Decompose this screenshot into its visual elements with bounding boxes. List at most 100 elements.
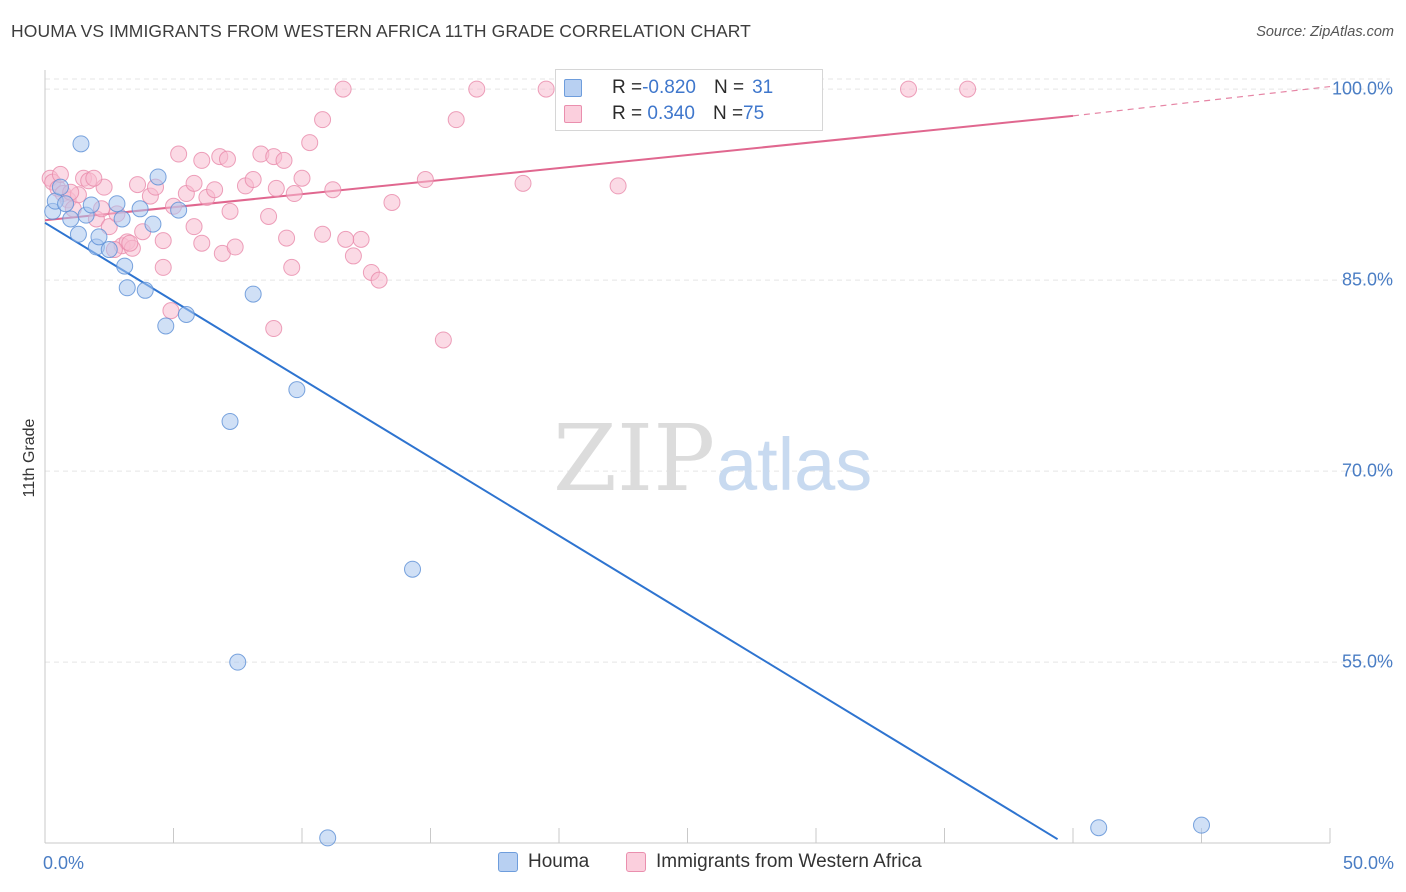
western-africa-point <box>275 151 293 169</box>
houma-point <box>57 195 75 213</box>
western-africa-point <box>314 225 332 243</box>
houma-point <box>221 412 239 430</box>
western-africa-point <box>218 150 236 168</box>
houma-point <box>90 228 108 246</box>
western-africa-point <box>301 134 319 152</box>
western-africa-point <box>100 218 118 236</box>
western-africa-point <box>900 80 918 98</box>
houma-point <box>144 215 162 233</box>
houma-point <box>149 168 167 186</box>
western-africa-point <box>285 185 303 203</box>
stats-r-value: 0.340 <box>642 103 695 124</box>
western-africa-point <box>193 151 211 169</box>
houma-point <box>108 195 126 213</box>
stats-n-value: 75 <box>743 103 765 124</box>
houma-point <box>51 178 69 196</box>
houma-point <box>1193 816 1210 834</box>
stats-r-label: R = <box>612 77 643 98</box>
western-africa-point <box>434 331 452 349</box>
western-africa-point <box>324 181 342 199</box>
houma-trend-line <box>44 221 1059 841</box>
western-africa-point <box>337 230 355 248</box>
legend-swatch-houma <box>498 852 518 872</box>
stats-swatch-houma <box>564 79 582 97</box>
houma-point <box>136 281 154 299</box>
western-africa-point <box>352 230 370 248</box>
western-africa-point <box>468 80 486 98</box>
western-africa-point <box>334 80 352 98</box>
legend-label-houma: Houma <box>528 851 590 872</box>
western-africa-point <box>383 193 401 211</box>
western-africa-point <box>244 171 262 189</box>
western-africa-point <box>267 179 285 197</box>
y-tick-label: 100.0% <box>1331 78 1393 99</box>
western-africa-point <box>154 232 172 250</box>
western-africa-point <box>959 80 977 98</box>
houma-point <box>131 200 149 218</box>
houma-point <box>1090 819 1108 837</box>
trend-lines <box>44 85 1331 841</box>
legend-swatch-western-africa <box>626 852 646 872</box>
western-africa-point <box>162 302 180 320</box>
western-africa-point <box>293 169 311 187</box>
houma-point <box>288 381 306 399</box>
stats-row-western-africa: R = 0.340 N = 75 <box>564 102 765 126</box>
houma-point <box>82 196 100 214</box>
chart-title: HOUMA VS IMMIGRANTS FROM WESTERN AFRICA … <box>11 21 751 41</box>
western-africa-point <box>226 238 244 256</box>
western-africa-point <box>537 80 555 98</box>
stats-n-label: N = <box>713 77 745 98</box>
western-africa-point <box>514 174 532 192</box>
western-africa-point <box>447 111 465 129</box>
western-africa-point <box>283 258 301 276</box>
western-africa-point <box>344 247 362 265</box>
western-africa-point <box>170 145 188 163</box>
houma-point <box>319 829 337 847</box>
legend-item-western-africa[interactable]: Immigrants from Western Africa <box>626 851 922 873</box>
houma-point <box>116 257 134 275</box>
western-africa-point <box>121 234 139 252</box>
western-africa-point <box>193 234 211 252</box>
houma-point <box>404 560 422 578</box>
stats-n-label: N = <box>712 103 744 124</box>
x-tick-label: 0.0% <box>43 853 85 873</box>
western-africa-point <box>265 320 283 338</box>
houma-point <box>157 317 175 335</box>
legend-item-houma[interactable]: Houma <box>498 851 589 873</box>
houma-point <box>170 201 188 219</box>
houma-point <box>62 210 80 228</box>
houma-point <box>229 653 247 671</box>
western-africa-point <box>85 169 103 187</box>
watermark: ZIP atlas <box>553 405 872 512</box>
grid-lines <box>45 78 1390 663</box>
y-tick-label: 55.0% <box>1341 651 1393 672</box>
western-africa-point <box>154 258 172 276</box>
western-africa-point <box>206 181 224 199</box>
chart-source: Source: ZipAtlas.com <box>1256 24 1394 40</box>
western-africa-point <box>260 207 278 225</box>
western-africa-point <box>278 229 296 247</box>
stats-row-houma: R = -0.820 N = 31 <box>564 76 773 100</box>
watermark-zip: ZIP <box>553 405 715 512</box>
houma-point <box>69 225 87 243</box>
western-africa-point <box>221 202 239 220</box>
houma-point <box>72 135 90 153</box>
houma-point <box>113 210 131 228</box>
axes <box>44 70 1331 844</box>
houma-point <box>244 285 262 303</box>
y-tick-label: 85.0% <box>1341 269 1393 290</box>
watermark-atlas: atlas <box>716 423 872 506</box>
x-tick-label: 50.0% <box>1342 853 1394 873</box>
western-africa-point <box>609 177 627 195</box>
western-africa-point <box>185 218 203 236</box>
stats-box: R = -0.820 N = 31 R = 0.340 N = 75 <box>555 69 823 131</box>
houma-point <box>118 279 136 297</box>
houma-point <box>177 306 195 324</box>
houma-point <box>100 241 118 259</box>
y-tick-label: 70.0% <box>1341 460 1393 481</box>
western-africa-trend-line <box>44 114 1074 222</box>
western-africa-point <box>314 111 332 129</box>
western-africa-point <box>129 176 147 194</box>
legend-label-western-africa: Immigrants from Western Africa <box>656 851 922 872</box>
western-africa-point <box>370 271 388 289</box>
